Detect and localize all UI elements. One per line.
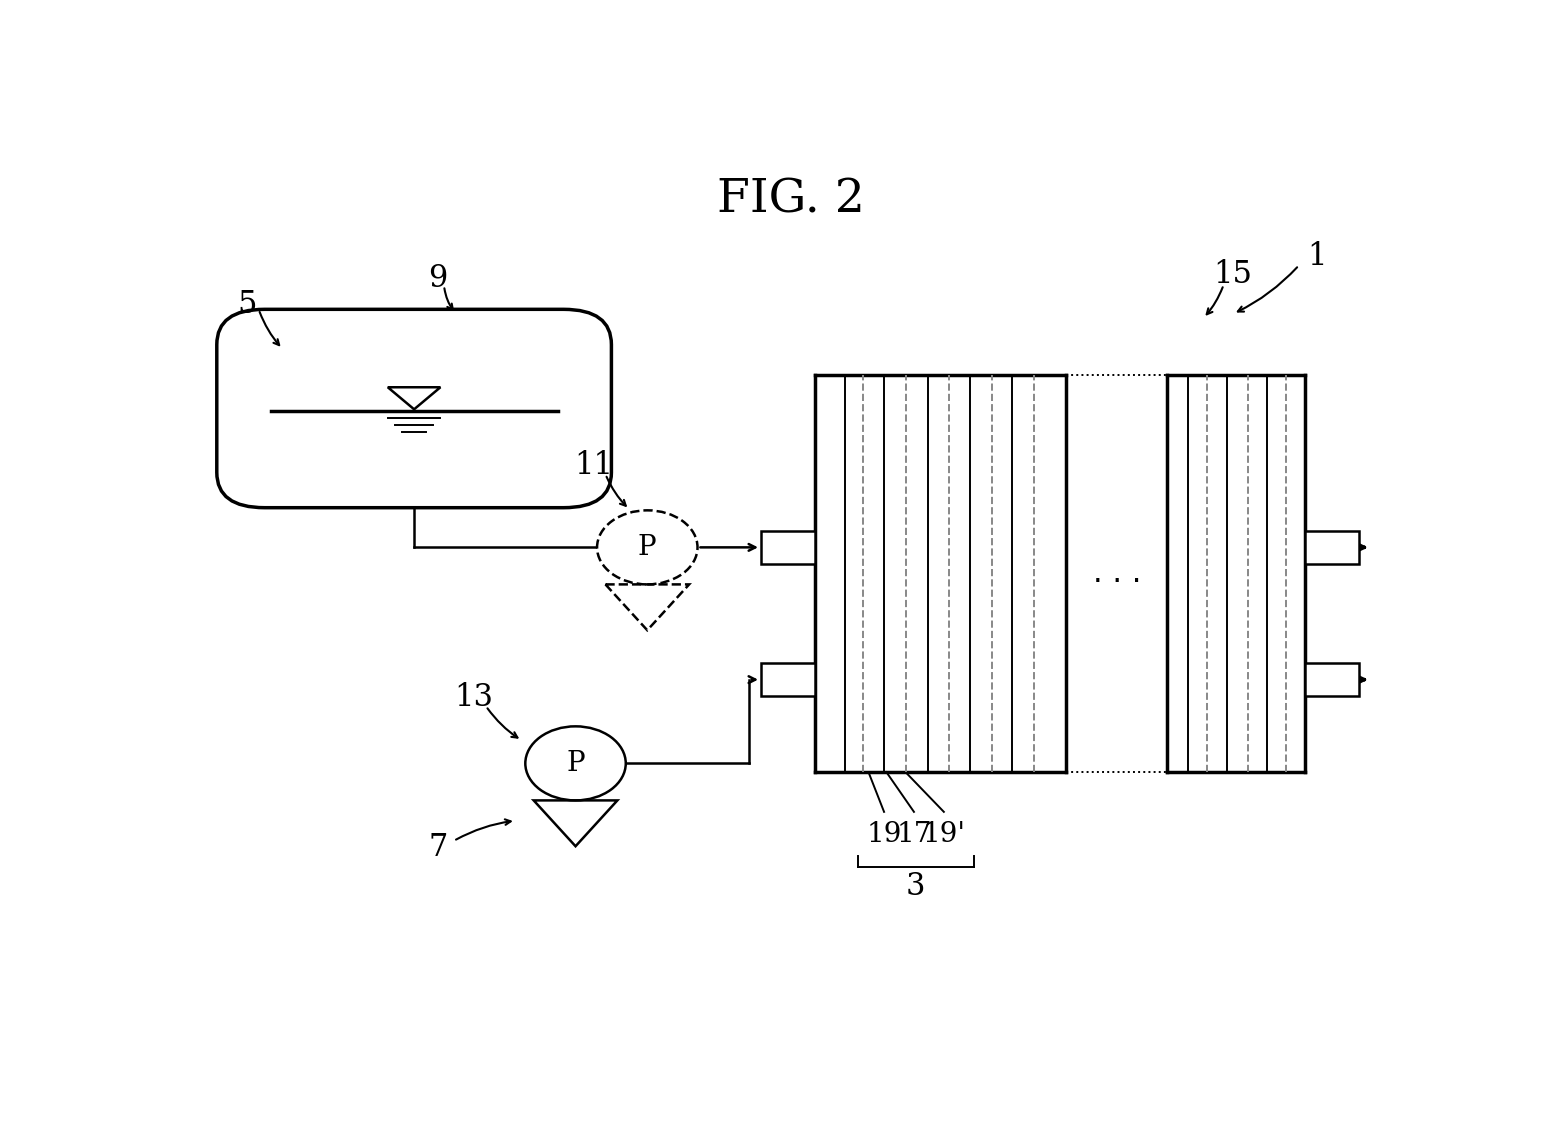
Text: 1: 1 bbox=[1307, 240, 1327, 271]
Text: 15: 15 bbox=[1214, 259, 1253, 290]
Text: P: P bbox=[566, 750, 585, 776]
Text: 19': 19' bbox=[923, 821, 966, 847]
Text: 17: 17 bbox=[896, 821, 932, 847]
Text: FIG. 2: FIG. 2 bbox=[717, 177, 864, 222]
FancyBboxPatch shape bbox=[1305, 530, 1359, 564]
Text: 9: 9 bbox=[429, 263, 447, 294]
Polygon shape bbox=[387, 387, 440, 409]
Text: P: P bbox=[637, 534, 657, 561]
FancyBboxPatch shape bbox=[1305, 663, 1359, 696]
Text: 7: 7 bbox=[429, 831, 447, 862]
Text: 3: 3 bbox=[906, 871, 926, 902]
Text: 13: 13 bbox=[454, 681, 494, 712]
Text: . . .: . . . bbox=[1092, 559, 1142, 589]
Text: 11: 11 bbox=[574, 450, 613, 481]
FancyBboxPatch shape bbox=[216, 309, 611, 507]
FancyBboxPatch shape bbox=[761, 530, 815, 564]
Text: 19: 19 bbox=[866, 821, 901, 847]
Circle shape bbox=[597, 511, 697, 584]
Circle shape bbox=[525, 726, 626, 800]
FancyBboxPatch shape bbox=[761, 663, 815, 696]
Text: 5: 5 bbox=[238, 290, 256, 321]
